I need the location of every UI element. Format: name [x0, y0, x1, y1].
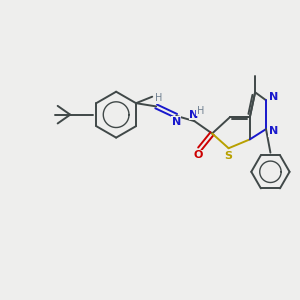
Text: N: N	[269, 92, 278, 102]
Text: N: N	[172, 117, 181, 127]
Text: O: O	[194, 150, 203, 160]
Text: H: H	[197, 106, 204, 116]
Text: H: H	[155, 93, 162, 103]
Text: S: S	[225, 151, 232, 160]
Text: N: N	[269, 126, 278, 136]
Text: N: N	[189, 110, 199, 120]
